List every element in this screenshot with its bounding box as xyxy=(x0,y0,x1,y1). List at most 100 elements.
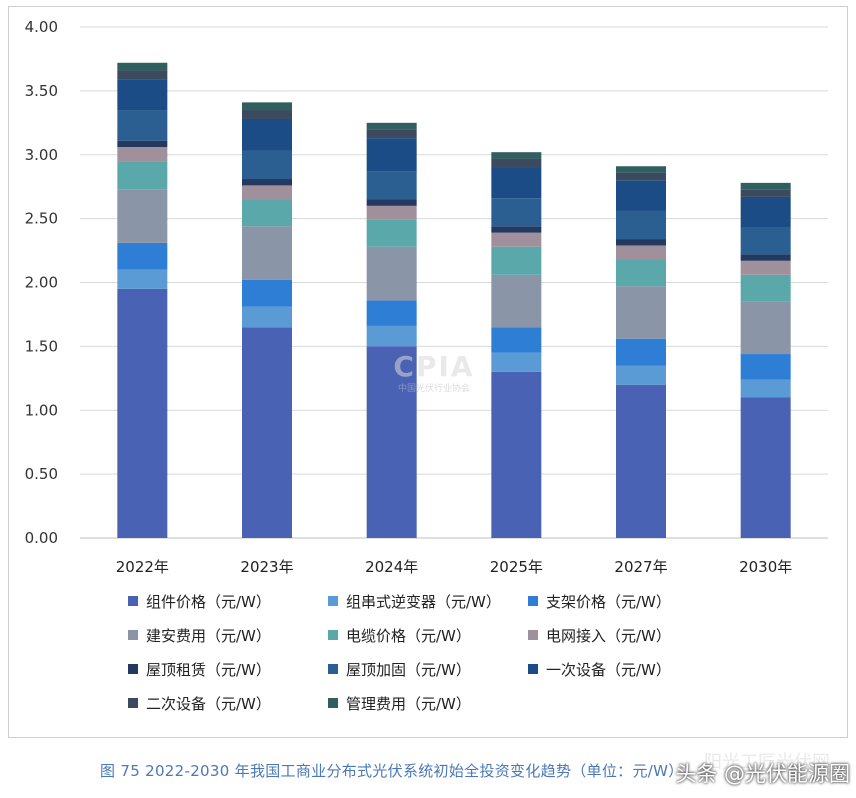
bar-segment xyxy=(117,161,168,190)
bar-segment xyxy=(491,167,542,199)
bar-segment xyxy=(616,172,666,181)
legend-swatch xyxy=(128,596,138,606)
bar-segment xyxy=(740,274,791,302)
legend-swatch xyxy=(328,698,338,708)
bar-segment xyxy=(740,196,791,228)
bar-segment xyxy=(616,180,666,211)
bar-segment xyxy=(740,379,791,398)
bar-segment xyxy=(117,140,168,148)
bar-segment xyxy=(117,242,168,270)
bar-segment xyxy=(616,210,666,240)
bar-segment xyxy=(117,62,168,71)
bar-segment xyxy=(740,260,791,275)
legend-item: 支架价格（元/W） xyxy=(528,590,728,612)
bar-segment xyxy=(366,199,417,206)
bar-segment xyxy=(366,246,417,301)
bar-segment xyxy=(242,306,292,328)
legend-item: 二次设备（元/W） xyxy=(128,692,328,714)
bar-segment xyxy=(491,327,542,353)
x-tick-label: 2023年 xyxy=(240,558,293,576)
grid-layer xyxy=(80,26,828,539)
bar-segment xyxy=(366,138,417,172)
watermark-logo-text: CPIA xyxy=(393,350,475,383)
legend-swatch xyxy=(528,664,538,674)
x-axis: 2022年 2023年 2024年 2025年 2027年 2030年 xyxy=(116,558,793,576)
legend-label: 屋顶租赁（元/W） xyxy=(146,660,271,679)
bar-segment xyxy=(366,171,417,200)
bar-segment xyxy=(616,166,666,173)
y-tick-label: 3.00 xyxy=(25,146,58,164)
legend-item: 屋顶加固（元/W） xyxy=(328,658,528,680)
legend-item: 组串式逆变器（元/W） xyxy=(328,590,528,612)
legend-item: 屋顶租赁（元/W） xyxy=(128,658,328,680)
stacked-bar-chart: 0.00 0.50 1.00 1.50 2.00 2.50 3.00 3.50 4.00 202… xyxy=(25,18,828,576)
x-tick-label: 2024年 xyxy=(365,558,418,576)
y-tick-label: 4.00 xyxy=(25,18,58,36)
watermark-overlay-front: 头条 @光伏能源圈 xyxy=(675,762,850,786)
bar-segment xyxy=(616,239,666,246)
bar-segment xyxy=(242,185,292,200)
bar-segment xyxy=(242,199,292,227)
bar-segment xyxy=(117,70,168,80)
legend-item: 一次设备（元/W） xyxy=(528,658,728,680)
bar-segment xyxy=(242,150,292,180)
y-tick-label: 2.00 xyxy=(25,274,58,292)
legend-label: 电缆价格（元/W） xyxy=(346,626,471,645)
legend-swatch xyxy=(528,596,538,606)
bar-segment xyxy=(242,179,292,186)
bar-segment xyxy=(366,205,417,220)
legend-label: 建安费用（元/W） xyxy=(146,626,271,645)
bar-segment xyxy=(491,371,542,538)
bar-segment xyxy=(491,232,542,247)
watermark-logo-subtext: 中国光伏行业协会 xyxy=(397,384,470,394)
bar-segment xyxy=(117,147,168,162)
legend-label: 屋顶加固（元/W） xyxy=(346,660,471,679)
y-tick-label: 3.50 xyxy=(25,82,58,100)
legend-item: 组件价格（元/W） xyxy=(128,590,328,612)
bar-segment xyxy=(491,274,542,328)
legend-item: 管理费用（元/W） xyxy=(328,692,528,714)
bar-segment xyxy=(242,327,292,538)
y-tick-label: 2.50 xyxy=(25,210,58,228)
bars-layer xyxy=(117,62,791,538)
bar-segment xyxy=(740,254,791,261)
bar-segment xyxy=(242,110,292,119)
bar-segment xyxy=(242,226,292,280)
bar-segment xyxy=(491,226,542,233)
bar-segment xyxy=(740,182,791,190)
legend-label: 一次设备（元/W） xyxy=(546,660,671,679)
bar-segment xyxy=(616,365,666,385)
bar-segment xyxy=(491,246,542,275)
bar-segment xyxy=(366,129,417,139)
bar-segment xyxy=(366,122,417,130)
bar-segment xyxy=(740,301,791,355)
bar-segment xyxy=(616,259,666,287)
bar-segment xyxy=(366,219,417,247)
x-tick-label: 2030年 xyxy=(739,558,792,576)
legend-swatch xyxy=(128,664,138,674)
bar-segment xyxy=(366,346,417,538)
cpia-watermark-logo: CPIA 中国光伏行业协会 xyxy=(374,350,494,410)
bar-segment xyxy=(491,198,542,227)
bar-segment xyxy=(366,325,417,347)
bar-segment xyxy=(242,102,292,111)
legend-swatch xyxy=(328,630,338,640)
y-tick-label: 1.00 xyxy=(25,401,58,419)
bar-segment xyxy=(740,397,791,538)
legend-swatch xyxy=(328,664,338,674)
bar-segment xyxy=(117,269,168,289)
legend-label: 组件价格（元/W） xyxy=(146,592,271,611)
bar-segment xyxy=(491,158,542,168)
bar-segment xyxy=(616,338,666,366)
watermark-overlay-back: 阳光工匠光伏网 xyxy=(704,752,830,773)
bar-segment xyxy=(242,279,292,307)
bar-segment xyxy=(740,227,791,255)
legend-label: 管理费用（元/W） xyxy=(346,694,471,713)
bar-segment xyxy=(491,152,542,159)
y-tick-label: 1.50 xyxy=(25,337,58,355)
bar-segment xyxy=(616,384,666,538)
bar-segment xyxy=(366,300,417,326)
x-tick-label: 2022年 xyxy=(116,558,169,576)
bar-segment xyxy=(242,118,292,151)
legend-item: 电缆价格（元/W） xyxy=(328,624,528,646)
